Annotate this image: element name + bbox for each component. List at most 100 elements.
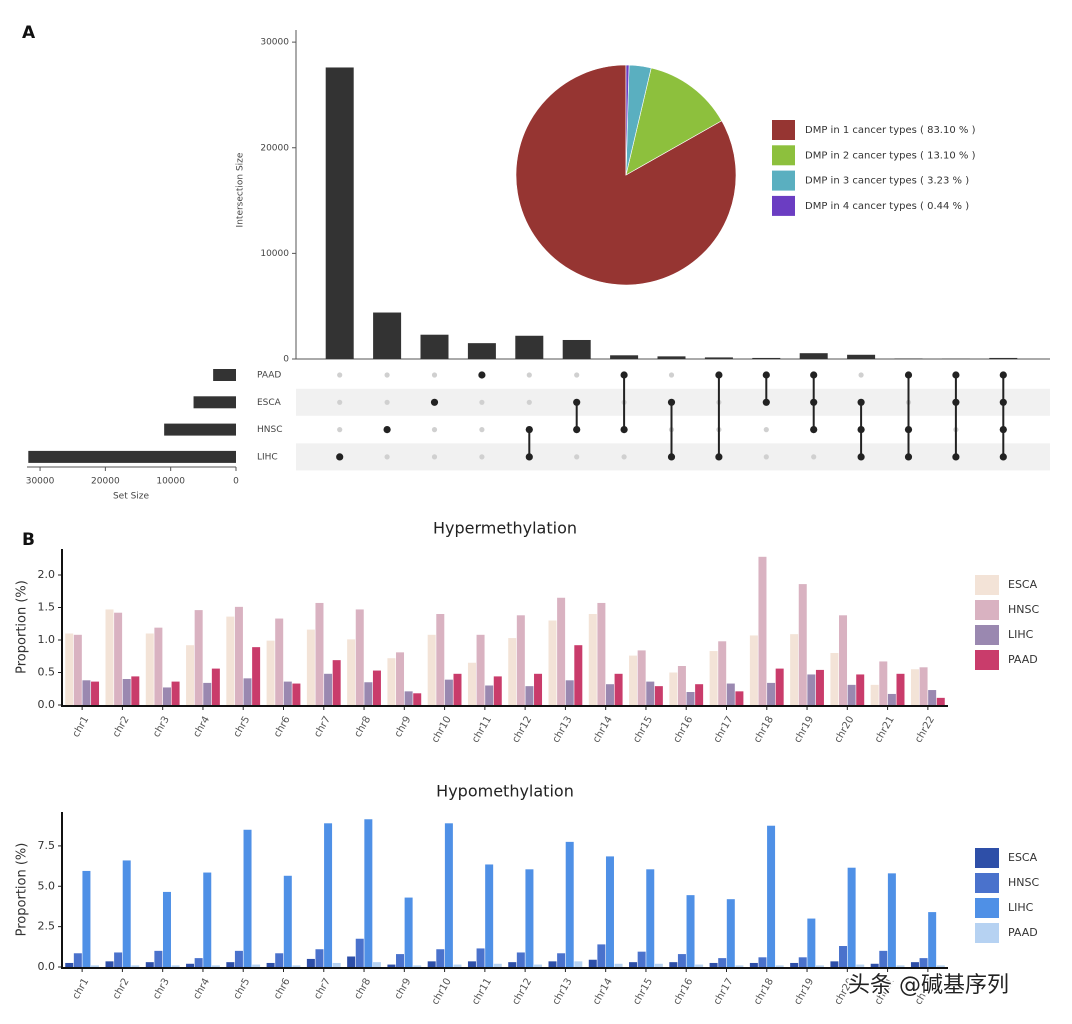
bar — [887, 693, 896, 705]
matrix-dot-empty — [431, 427, 438, 433]
bar — [574, 961, 583, 967]
matrix-dot — [620, 371, 628, 379]
bar — [856, 964, 865, 967]
bar — [404, 691, 413, 705]
bar — [704, 357, 733, 359]
bar — [387, 964, 396, 967]
bar — [372, 962, 381, 967]
bar — [749, 962, 758, 967]
bar — [186, 963, 195, 967]
matrix-dot — [525, 426, 533, 434]
matrix-dot — [715, 371, 723, 379]
bar — [758, 957, 767, 967]
matrix-dot — [810, 426, 818, 434]
bar — [453, 964, 462, 967]
bar — [709, 651, 718, 705]
bar — [91, 681, 100, 705]
bar — [735, 965, 744, 967]
legend-swatch — [975, 650, 999, 670]
bar — [122, 860, 131, 967]
bar — [726, 683, 735, 705]
y-tick-label: 0.0 — [38, 960, 56, 973]
bar — [516, 952, 525, 967]
bar — [839, 946, 848, 967]
bar — [677, 666, 686, 705]
bar — [436, 949, 445, 967]
matrix-dot — [952, 398, 960, 406]
bar — [427, 961, 436, 967]
bar — [467, 662, 476, 705]
bar — [847, 867, 856, 967]
bar — [936, 697, 945, 705]
bar — [605, 856, 614, 967]
bar — [557, 953, 566, 967]
matrix-dot-empty — [526, 372, 532, 378]
matrix-dot-empty — [431, 454, 438, 460]
bar — [830, 653, 839, 705]
bar — [65, 633, 74, 705]
bar — [807, 918, 816, 967]
bar — [226, 616, 235, 705]
panel-label: A — [22, 23, 36, 43]
legend-swatch — [975, 575, 999, 595]
panel-label: B — [22, 530, 35, 550]
bar — [355, 938, 364, 967]
matrix-dot — [715, 453, 723, 461]
bar — [145, 962, 154, 967]
matrix-dot — [762, 398, 770, 406]
bar — [726, 899, 735, 967]
bar — [629, 655, 638, 705]
legend-swatch — [975, 873, 999, 893]
bar — [718, 958, 727, 967]
bar — [807, 674, 816, 705]
y-tick-label: 0.0 — [38, 698, 56, 711]
matrix-dot — [620, 426, 628, 434]
bar — [162, 891, 171, 967]
bar — [910, 669, 919, 705]
matrix-dot-empty — [811, 454, 817, 460]
matrix-dot — [857, 426, 865, 434]
set-size-bar — [164, 423, 236, 436]
bar — [420, 334, 449, 359]
bar — [565, 841, 574, 967]
bar — [989, 357, 1018, 359]
bar — [325, 67, 354, 359]
matrix-dot-empty — [384, 372, 390, 378]
bar — [879, 950, 888, 967]
matrix-dot — [667, 398, 676, 406]
matrix-dot-empty — [479, 399, 485, 405]
matrix-dot-empty — [763, 454, 769, 460]
legend-swatch — [772, 195, 795, 216]
bar — [605, 684, 614, 705]
matrix-dot — [667, 453, 676, 461]
matrix-dot — [430, 398, 439, 406]
bar — [749, 635, 758, 705]
bar — [306, 958, 315, 967]
matrix-dot — [999, 398, 1007, 406]
y-tick-label: 2.5 — [38, 920, 56, 933]
matrix-dot — [478, 371, 486, 379]
bar — [203, 682, 212, 705]
matrix-dot — [999, 371, 1007, 379]
bar — [427, 634, 436, 705]
bar — [292, 683, 301, 705]
bar — [775, 965, 784, 967]
y-axis-label: Intersection Size — [236, 152, 246, 227]
bar — [910, 962, 919, 967]
bar — [73, 634, 82, 705]
bar — [896, 673, 905, 705]
legend-label: ESCA — [1008, 578, 1038, 591]
bar — [516, 615, 525, 705]
matrix-dot — [573, 398, 581, 406]
bar — [226, 962, 235, 967]
set-size-bar — [213, 369, 236, 381]
legend-label: PAAD — [1008, 653, 1038, 666]
y-tick-label: 1.5 — [38, 601, 56, 614]
set-size-bar — [193, 396, 236, 409]
bar — [534, 964, 543, 967]
bar — [347, 639, 356, 705]
bar — [324, 823, 333, 967]
bar — [65, 962, 74, 967]
x-tick-label: 0 — [233, 477, 239, 487]
